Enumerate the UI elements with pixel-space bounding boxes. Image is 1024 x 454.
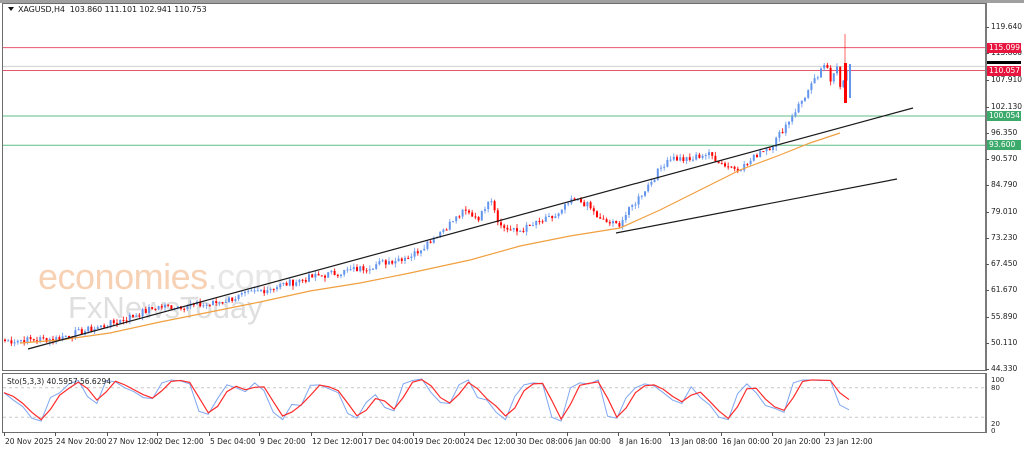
price-tick: 119.640 xyxy=(985,22,1023,31)
stochastic-tick: 80 xyxy=(991,384,1000,392)
time-tick xyxy=(4,432,5,436)
price-tick: 44.330 xyxy=(985,364,1018,373)
time-label: 24 Dec 12:00 xyxy=(465,437,516,446)
time-tick xyxy=(669,432,670,436)
time-tick xyxy=(567,432,568,436)
price-tick: 79.010 xyxy=(985,206,1018,216)
time-label: 27 Nov 12:00 xyxy=(108,437,159,446)
time-tick xyxy=(311,432,312,436)
time-tick xyxy=(362,432,363,436)
time-label: 19 Dec 20:00 xyxy=(414,437,465,446)
time-tick xyxy=(721,432,722,436)
price-tick: 113.860 xyxy=(985,48,1023,58)
watermark-economies: economies.com xyxy=(38,256,284,297)
window-top-border xyxy=(0,0,1024,3)
time-tick xyxy=(464,432,465,436)
time-label: 8 Jan 16:00 xyxy=(619,437,662,446)
stochastic-header: Sto(5,3,3) 40.5957 56.6294 xyxy=(7,377,112,386)
price-tick: 55.890 xyxy=(985,311,1018,321)
time-label: 20 Jan 20:00 xyxy=(773,437,821,446)
current-price-marker xyxy=(987,61,1021,65)
price-tick: 73.230 xyxy=(985,232,1018,242)
time-tick xyxy=(107,432,108,436)
dropdown-triangle-icon[interactable] xyxy=(8,7,14,11)
price-tick: 90.570 xyxy=(985,154,1018,163)
time-tick xyxy=(55,432,56,436)
time-label: 23 Jan 12:00 xyxy=(825,437,873,446)
time-label: 12 Dec 12:00 xyxy=(312,437,363,446)
time-label: 20 Nov 2025 xyxy=(5,437,54,446)
price-tick: 61.670 xyxy=(985,285,1018,295)
time-label: 5 Dec 04:00 xyxy=(210,437,256,446)
price-level-tag: 93.600 xyxy=(987,140,1021,151)
time-tick xyxy=(824,432,825,436)
time-tick xyxy=(516,432,517,436)
time-label: 16 Jan 00:00 xyxy=(722,437,770,446)
time-label: 2 Dec 12:00 xyxy=(158,437,204,446)
time-tick xyxy=(157,432,158,436)
price-tick: 107.910 xyxy=(985,75,1023,85)
time-label: 9 Dec 20:00 xyxy=(260,437,306,446)
time-label: 6 Jan 00:00 xyxy=(568,437,611,446)
price-tick: 50.110 xyxy=(985,337,1018,347)
time-label: 30 Dec 08:00 xyxy=(517,437,568,446)
stochastic-pane[interactable] xyxy=(2,373,987,433)
stochastic-tick: 0 xyxy=(991,427,996,435)
price-level-tag: 115.099 xyxy=(987,42,1021,53)
price-tick: 67.450 xyxy=(985,259,1018,268)
time-label: 17 Dec 04:00 xyxy=(363,437,414,446)
time-label: 24 Nov 20:00 xyxy=(56,437,107,446)
chart-header: XAGUSD,H4 103.860 111.101 102.941 110.75… xyxy=(8,5,207,14)
time-tick xyxy=(772,432,773,436)
stochastic-tick: 20 xyxy=(991,420,1000,428)
time-tick xyxy=(259,432,260,436)
time-label: 13 Jan 08:00 xyxy=(670,437,718,446)
price-level-tag: 100.054 xyxy=(987,110,1021,121)
time-tick xyxy=(413,432,414,436)
ohlc-values: 103.860 111.101 102.941 110.753 xyxy=(69,5,207,14)
time-tick xyxy=(618,432,619,436)
price-pane[interactable] xyxy=(2,3,987,371)
price-level-tag: 110.057 xyxy=(987,65,1021,76)
price-tick: 102.130 xyxy=(985,101,1023,111)
time-tick xyxy=(209,432,210,436)
price-tick: 84.790 xyxy=(985,180,1018,190)
stochastic-tick: 100 xyxy=(991,376,1005,384)
symbol-timeframe: XAGUSD,H4 xyxy=(18,5,65,14)
price-tick: 96.350 xyxy=(985,127,1018,137)
